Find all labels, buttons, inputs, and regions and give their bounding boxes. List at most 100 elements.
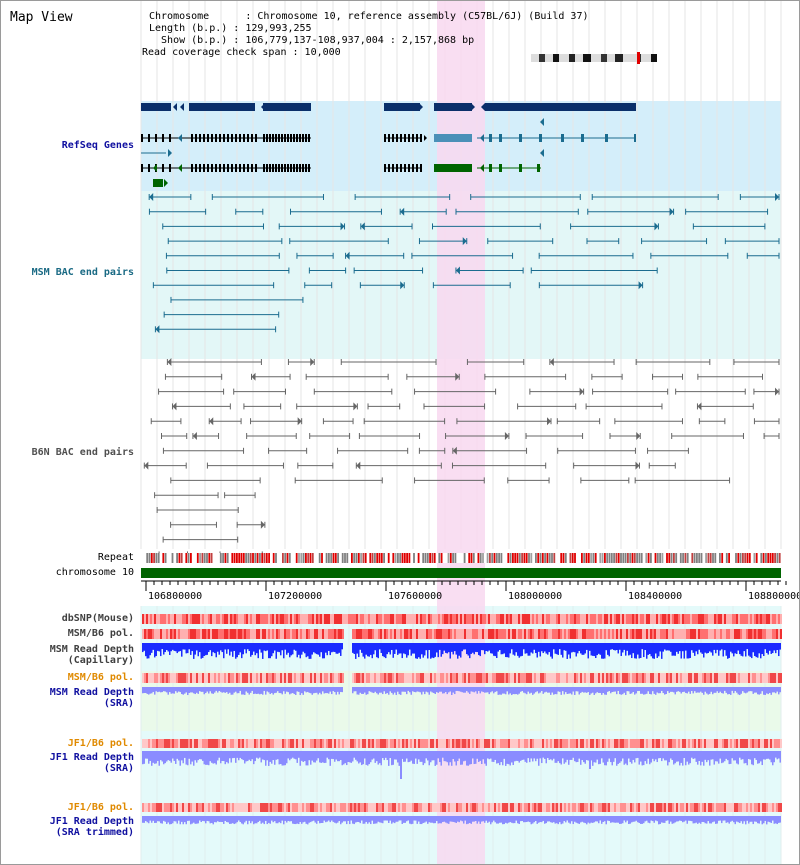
depth-bar (170, 687, 172, 694)
heat-cell (268, 614, 270, 624)
depth-bar (316, 643, 318, 655)
heat-cell (468, 739, 470, 748)
heat-cell (212, 803, 214, 812)
depth-bar (425, 687, 427, 692)
heat-cell (472, 629, 474, 639)
repeat-element (587, 553, 590, 563)
track-label-msm-bac[interactable]: MSM BAC end pairs (31, 267, 134, 278)
depth-bar (773, 687, 775, 693)
ideogram-band (641, 54, 651, 62)
heat-cell (412, 673, 414, 683)
depth-bar (145, 751, 147, 759)
depth-bar (242, 687, 244, 695)
track-label-jf1-b6-pol-1[interactable]: JF1/B6 pol. (67, 738, 134, 749)
depth-bar (613, 816, 615, 823)
heat-cell (478, 614, 480, 624)
exon (272, 164, 274, 172)
heat-cell (494, 614, 496, 624)
track-label-chromosome[interactable]: chromosome 10 (55, 567, 134, 578)
heat-cell (150, 803, 152, 812)
depth-bar (620, 687, 622, 695)
depth-bar (638, 687, 640, 691)
depth-bar (581, 751, 583, 761)
track-label-msm-b6-pol-2[interactable]: MSM/B6 pol. (67, 672, 134, 683)
heat-cell (464, 614, 466, 624)
heat-cell (566, 614, 568, 624)
depth-bar (641, 687, 643, 694)
heat-cell (398, 614, 400, 624)
depth-bar (424, 643, 426, 656)
depth-bar (752, 751, 754, 766)
heat-cell (456, 614, 458, 624)
heat-cell (246, 739, 248, 748)
track-label-msm-read-depth-capillary[interactable]: MSM Read Depth (Capillary) (50, 644, 134, 666)
depth-bar (250, 687, 252, 693)
depth-bar (475, 751, 477, 764)
repeat-element (546, 553, 549, 563)
heat-cell (364, 739, 366, 748)
depth-bar (155, 751, 157, 764)
depth-bar (646, 687, 648, 694)
depth-bar (170, 751, 172, 763)
heat-cell (720, 739, 722, 748)
track-label-jf1-read-depth-sra[interactable]: JF1 Read Depth (SRA) (50, 752, 134, 774)
depth-bar (461, 816, 463, 822)
depth-bar (551, 816, 553, 823)
exon (605, 134, 608, 142)
track-label-jf1-b6-pol-2[interactable]: JF1/B6 pol. (67, 802, 134, 813)
depth-bar (302, 687, 304, 695)
depth-bar (658, 816, 660, 825)
heat-cell (558, 803, 560, 812)
heat-cell (166, 803, 168, 812)
depth-bar (530, 816, 532, 825)
depth-bar (740, 751, 742, 760)
heat-cell (392, 614, 394, 624)
heat-cell (618, 803, 620, 812)
depth-bar (467, 816, 469, 824)
heat-cell (592, 803, 594, 812)
heat-cell (700, 739, 702, 748)
track-label-dbsnp[interactable]: dbSNP(Mouse) (61, 613, 134, 624)
depth-bar (271, 687, 273, 694)
axis-tick-label: 108800000 (748, 591, 800, 602)
heat-cell (474, 803, 476, 812)
heat-cell (404, 673, 406, 683)
depth-bar (448, 643, 450, 653)
depth-bar (172, 816, 174, 824)
heat-cell (310, 629, 312, 639)
depth-bar (532, 816, 534, 824)
heat-cell (286, 614, 288, 624)
heat-cell (384, 673, 386, 683)
depth-bar (283, 643, 285, 659)
heat-cell (562, 803, 564, 812)
depth-bar (205, 816, 207, 824)
heat-cell (264, 629, 266, 639)
track-label-refseq-genes[interactable]: RefSeq Genes (61, 140, 134, 151)
track-label-repeat[interactable]: Repeat (97, 552, 134, 563)
depth-spike (589, 751, 591, 769)
track-label-msm-b6-pol-1[interactable]: MSM/B6 pol. (67, 628, 134, 639)
exon (284, 134, 286, 142)
depth-bar (755, 816, 757, 822)
heat-cell (634, 673, 636, 683)
heat-cell (718, 614, 720, 624)
depth-bar (512, 687, 514, 695)
depth-bar (536, 751, 538, 759)
axis-tick-label: 107600000 (388, 591, 442, 602)
depth-bar (307, 687, 309, 692)
exon (408, 164, 410, 172)
exon (400, 134, 402, 142)
track-label-b6n-bac[interactable]: B6N BAC end pairs (31, 447, 134, 458)
depth-bar (337, 751, 339, 762)
depth-bar (143, 643, 145, 651)
depth-bar (623, 751, 625, 765)
heat-cell (148, 614, 150, 624)
heat-cell (560, 673, 562, 683)
track-label-jf1-read-depth-trimmed[interactable]: JF1 Read Depth (SRA trimmed) (50, 816, 134, 838)
heat-cell (448, 614, 450, 624)
heat-cell (570, 803, 572, 812)
track-label-msm-read-depth-sra[interactable]: MSM Read Depth (SRA) (50, 687, 134, 709)
heat-cell (418, 673, 420, 683)
depth-bar (556, 687, 558, 695)
